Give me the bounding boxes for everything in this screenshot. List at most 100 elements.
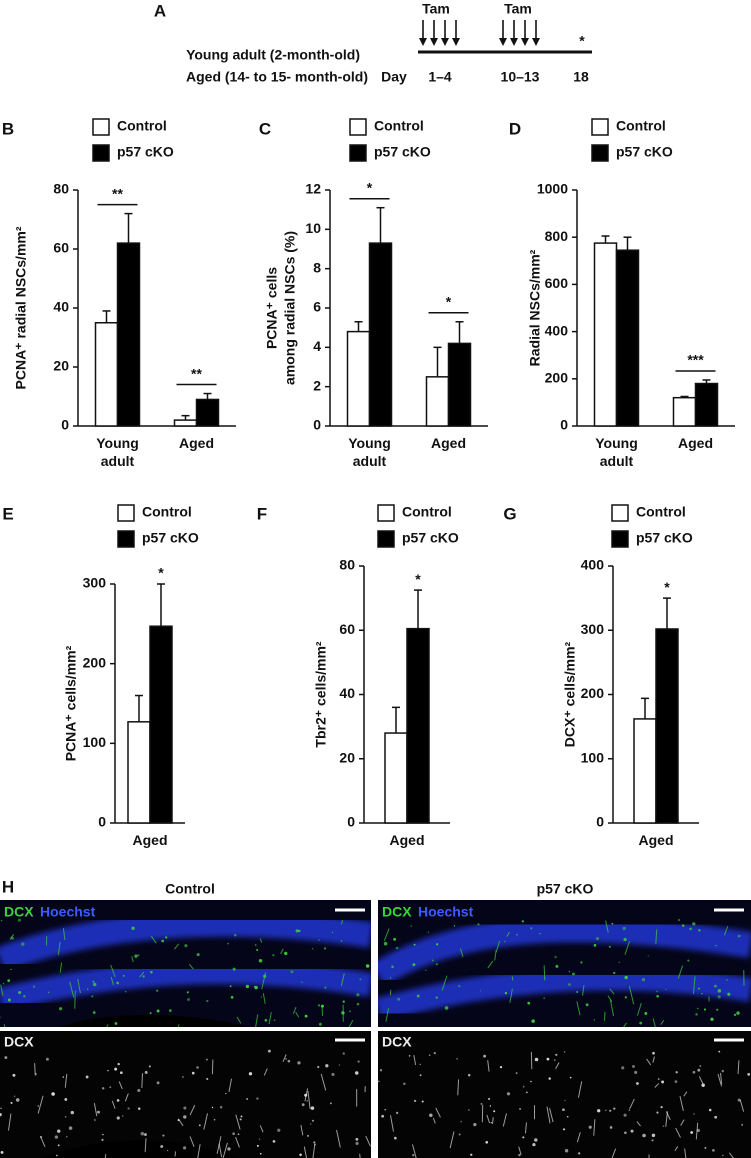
cell-signal [489, 1105, 492, 1107]
cell-signal [456, 1058, 458, 1060]
x-tick-label: Aged [179, 435, 214, 451]
y-tick-label: 60 [53, 240, 69, 256]
cell-signal [485, 1140, 489, 1144]
cell-signal [39, 1135, 43, 1139]
x-tick-label-box: Aged [390, 832, 425, 848]
cell-signal [726, 979, 728, 981]
cell-signal [338, 1064, 341, 1066]
cell-process [680, 1119, 685, 1126]
cell-process [110, 976, 114, 986]
cell-signal [697, 1007, 699, 1010]
cell-signal [7, 998, 11, 1002]
cell-signal [0, 1112, 2, 1117]
cell-signal [219, 1105, 223, 1109]
cell-signal [258, 1138, 261, 1140]
cell-signal [425, 969, 427, 971]
legend-swatch [92, 144, 110, 162]
y-tick-label: 12 [305, 181, 321, 197]
cell-signal [499, 1066, 503, 1069]
legend-label: Control [142, 504, 192, 520]
cell-signal [164, 936, 168, 939]
cell-signal [593, 1019, 595, 1021]
cell-signal [733, 1013, 737, 1017]
cell-signal [408, 1054, 411, 1057]
bar [149, 625, 173, 824]
day-label: Day [381, 69, 407, 85]
cell-signal [233, 933, 237, 937]
cell-signal [227, 1147, 231, 1151]
cell-signal [10, 936, 14, 940]
cell-signal [101, 1087, 105, 1090]
cell-signal [563, 1051, 566, 1053]
cell-signal [692, 922, 696, 926]
significance-marker: * [367, 179, 373, 195]
significance-marker: ** [112, 185, 123, 201]
cell-process [582, 985, 585, 996]
cell-signal [166, 1149, 169, 1152]
legend-swatch [377, 530, 395, 548]
bar [406, 627, 430, 824]
cell-signal [624, 1131, 627, 1135]
cell-signal [62, 1076, 65, 1078]
cell-process [259, 1125, 264, 1133]
cell-signal [704, 1146, 707, 1149]
cell-signal [611, 922, 614, 925]
cell-signal [122, 974, 125, 977]
cell-signal [624, 975, 628, 980]
x-tick-label: Aged [678, 435, 713, 451]
cell-signal [660, 1105, 663, 1109]
significance-marker: * [158, 565, 164, 581]
cell-signal [410, 925, 412, 927]
cell-signal [580, 961, 583, 964]
cell-signal [119, 1071, 123, 1075]
cell-signal [490, 1121, 492, 1124]
cell-process [69, 981, 75, 998]
cell-signal [324, 986, 327, 989]
cell-signal [717, 995, 721, 999]
cell-process [487, 960, 494, 969]
cell-signal [191, 1071, 195, 1075]
cell-signal [51, 1092, 55, 1096]
cell-signal [114, 1067, 118, 1071]
cell-signal [427, 931, 430, 933]
cell-signal [416, 994, 420, 998]
cell-signal [260, 996, 263, 998]
cell-signal [267, 1049, 271, 1053]
cell-process [218, 1143, 223, 1158]
cell-process [228, 1078, 233, 1092]
stain-label: DCX [382, 904, 412, 920]
y-tick-label: 1000 [537, 181, 568, 197]
cell-signal [186, 991, 189, 994]
cell-process [139, 971, 145, 978]
cell-signal [227, 942, 230, 945]
cell-signal [107, 1069, 109, 1072]
cell-signal [340, 940, 343, 942]
y-tick-label: 20 [339, 749, 355, 765]
cell-signal [480, 1102, 483, 1105]
cell-process [576, 1001, 581, 1016]
cell-process [359, 1153, 361, 1158]
cell-signal [693, 1113, 695, 1115]
cell-process [607, 995, 613, 1003]
cell-process [577, 1081, 583, 1098]
cell-signal [168, 1009, 172, 1012]
cell-signal [515, 1072, 518, 1075]
legend-swatch [377, 504, 395, 522]
cell-signal [657, 1078, 660, 1080]
cell-signal [306, 1100, 308, 1102]
cell-signal [114, 1022, 118, 1025]
legend-label: p57 cKO [142, 530, 199, 546]
cell-signal [248, 1072, 253, 1076]
panel-letter: H [2, 877, 14, 896]
cell-signal [532, 1143, 536, 1147]
cell-signal [721, 1069, 725, 1073]
cell-signal [349, 1010, 351, 1013]
bar [94, 322, 119, 427]
cell-process [411, 1144, 417, 1158]
bar [672, 396, 697, 427]
cell-signal [677, 918, 681, 922]
cell-signal [458, 1133, 461, 1136]
legend-swatch [611, 504, 629, 522]
y-tick-label: 0 [560, 417, 568, 433]
cell-signal [101, 1138, 104, 1141]
